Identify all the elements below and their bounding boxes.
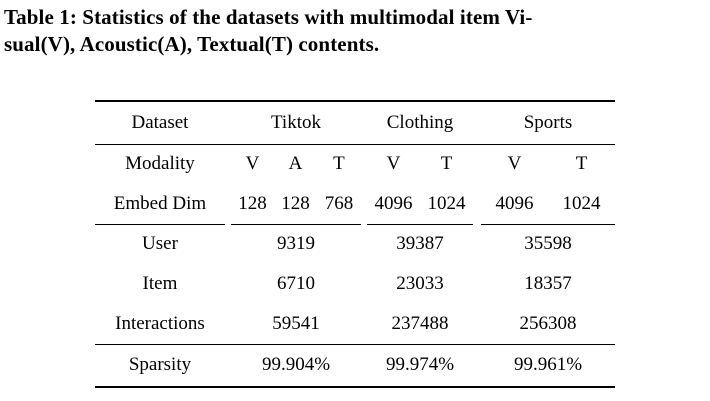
value-cell-user-sports: 35598 <box>524 233 572 255</box>
modality-cell-sports-t: T <box>575 153 588 175</box>
table-row-user: User 9319 39387 35598 <box>95 224 615 264</box>
table-row-item: Item 6710 23033 18357 <box>95 264 615 304</box>
column-gap <box>361 101 367 145</box>
modality-cell-sports-v: V <box>507 153 522 175</box>
value-cell-user-clothing: 39387 <box>396 233 444 255</box>
row-label-sparsity: Sparsity <box>128 354 192 376</box>
column-gap <box>361 304 367 345</box>
value-cell-interactions-clothing: 237488 <box>367 304 474 345</box>
dataset-statistics-table: Dataset Tiktok Clothing Sports Modality … <box>94 100 616 388</box>
embed-dim-cell-tiktok-a: 128 <box>273 184 317 225</box>
value-cell-item-tiktok: 6710 <box>276 273 315 294</box>
modality-cell-clothing-t: T <box>440 153 453 175</box>
modality-header-cell: Modality <box>125 153 195 175</box>
group-header-clothing: Clothing <box>367 101 474 145</box>
value-cell-interactions-sports: 256308 <box>481 304 616 345</box>
modality-cell-tiktok-a: A <box>288 153 303 175</box>
column-gap <box>224 304 231 345</box>
embed-dim-cell-sports-t: 1024 <box>548 184 616 225</box>
table-row-interactions: Interactions 59541 237488 256308 <box>94 304 616 345</box>
column-gap <box>473 304 482 345</box>
value-cell-sparsity-tiktok: 99.904% <box>261 354 331 376</box>
embed-dim-cell-clothing-t: 1024 <box>420 184 474 225</box>
table-row-dataset: Dataset Tiktok Clothing Sports <box>94 101 616 145</box>
row-label-user: User <box>142 233 178 255</box>
modality-cell-tiktok-v: V <box>245 153 260 175</box>
embed-dim-cell-tiktok-t: 768 <box>316 184 361 225</box>
column-gap <box>473 344 481 387</box>
table-row-sparsity: Sparsity 99.904% 99.974% 99.961% <box>95 344 615 387</box>
embed-dim-cell-clothing-v: 4096 <box>367 184 420 225</box>
column-gap <box>473 264 481 304</box>
modality-cell-tiktok-t: T <box>333 153 345 175</box>
embed-dim-cell-tiktok-v: 128 <box>230 184 274 225</box>
value-cell-interactions-tiktok: 59541 <box>230 304 361 345</box>
group-header-sports: Sports <box>481 101 616 145</box>
value-cell-sparsity-clothing: 99.974% <box>385 354 455 376</box>
dataset-header-cell: Dataset <box>94 101 225 145</box>
row-label-interactions: Interactions <box>94 304 225 345</box>
column-gap <box>473 101 482 145</box>
value-cell-item-clothing: 23033 <box>396 273 444 294</box>
modality-cell-clothing-v: V <box>386 153 401 175</box>
column-gap <box>224 101 231 145</box>
value-cell-item-sports: 18357 <box>524 273 572 294</box>
group-header-tiktok: Tiktok <box>230 101 361 145</box>
caption-line-1: Table 1: Statistics of the datasets with… <box>4 5 533 29</box>
caption-line-2: sual(V), Acoustic(A), Textual(T) content… <box>4 32 380 56</box>
value-cell-user-tiktok: 9319 <box>276 233 315 255</box>
embed-dim-header-cell: Embed Dim <box>94 184 225 225</box>
value-cell-sparsity-sports: 99.961% <box>513 354 583 376</box>
table-row-modality: Modality V A T V T V T <box>95 144 615 184</box>
column-gap <box>473 184 481 224</box>
table-row-embed-dim: Embed Dim 128 128 768 4096 1024 4096 102… <box>94 184 616 225</box>
table-caption: Table 1: Statistics of the datasets with… <box>4 4 708 58</box>
embed-dim-cell-sports-v: 4096 <box>481 184 549 225</box>
column-gap <box>473 144 481 184</box>
column-gap <box>473 224 481 264</box>
row-label-item: Item <box>142 273 178 294</box>
